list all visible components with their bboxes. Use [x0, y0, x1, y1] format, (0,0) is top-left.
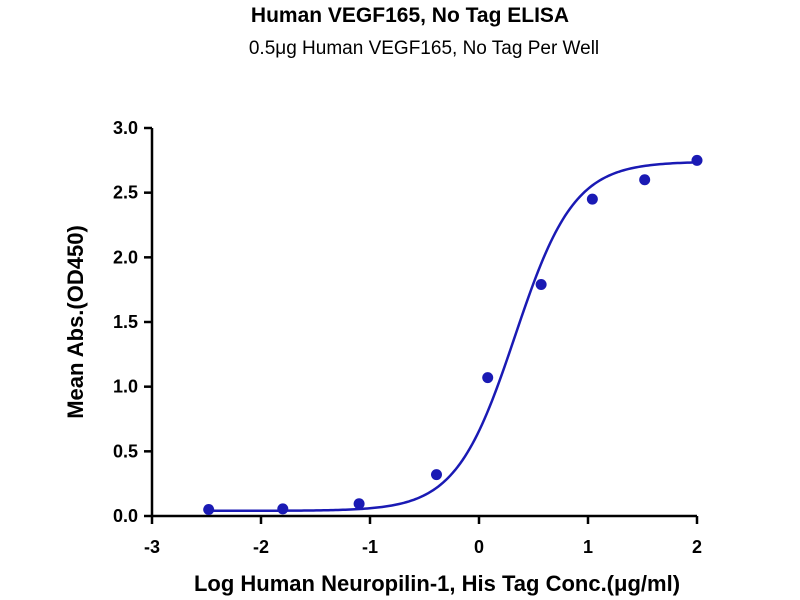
x-tick-label: 0 [474, 537, 484, 557]
data-point [586, 193, 598, 205]
x-axis-label: Log Human Neuropilin-1, His Tag Conc.(μg… [194, 571, 680, 596]
data-point [691, 154, 703, 166]
x-tick-label: -2 [253, 537, 269, 557]
x-tick-label: -3 [144, 537, 160, 557]
y-tick-label: 0.5 [113, 441, 138, 461]
fit-curve [208, 161, 698, 513]
data-point [430, 469, 442, 481]
data-point [639, 174, 651, 186]
y-tick-label: 3.0 [113, 118, 138, 138]
y-axis: 0.0 0.5 1.0 1.5 2.0 2.5 3.0 [113, 118, 154, 526]
chart-subtitle: 0.5μg Human VEGF165, No Tag Per Well [249, 38, 599, 59]
x-tick-label: 2 [692, 537, 702, 557]
y-tick-label: 1.5 [113, 312, 138, 332]
data-points [203, 154, 703, 516]
chart-title: Human VEGF165, No Tag ELISA [251, 4, 569, 27]
data-point [482, 372, 494, 384]
x-tick-label: -1 [362, 537, 378, 557]
data-point [535, 278, 547, 290]
data-point [353, 498, 365, 510]
y-axis-label: Mean Abs.(OD450) [63, 225, 88, 419]
data-point [203, 504, 215, 516]
y-tick-label: 2.5 [113, 183, 138, 203]
x-tick-label: 1 [583, 537, 593, 557]
data-point [277, 503, 289, 515]
y-tick-label: 0.0 [113, 506, 138, 526]
y-tick-label: 2.0 [113, 247, 138, 267]
y-tick-label: 1.0 [113, 377, 138, 397]
y-ticks: 0.0 0.5 1.0 1.5 2.0 2.5 3.0 [113, 118, 152, 526]
x-axis: -3 -2 -1 0 1 2 [144, 514, 702, 557]
x-ticks: -3 -2 -1 0 1 2 [144, 516, 702, 557]
